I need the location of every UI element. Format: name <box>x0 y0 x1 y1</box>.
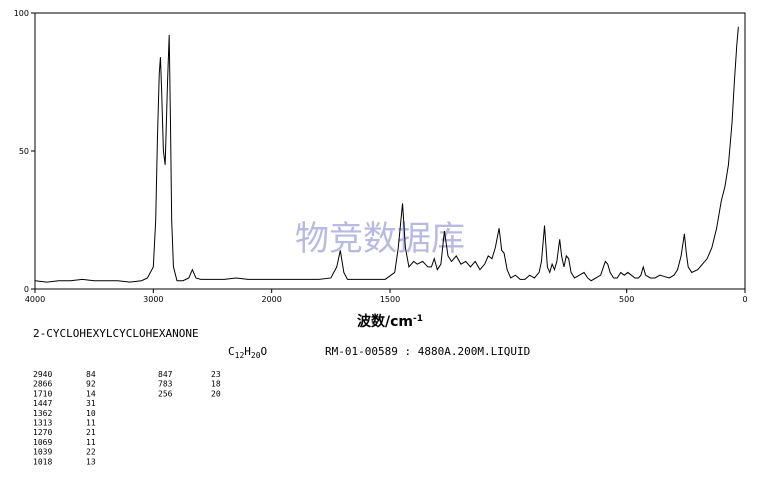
x-axis-label: 波数/cm-1 <box>357 313 423 330</box>
x-axis-label-sup: -1 <box>413 314 423 324</box>
spectrum-line <box>34 26 739 283</box>
peak-wavenumber: 1447 <box>33 399 52 408</box>
reference: RM-01-00589 : 4880A.200M.LIQUID <box>325 345 530 358</box>
peak-wavenumber: 1313 <box>33 419 52 428</box>
peak-intensity: 22 <box>86 448 96 457</box>
x-tick-label: 4000 <box>25 295 45 304</box>
compound-name: 2-CYCLOHEXYLCYCLOHEXANONE <box>33 327 199 340</box>
formula-part: O <box>261 345 268 358</box>
peak-wavenumber: 1039 <box>33 448 52 457</box>
x-tick-label: 3000 <box>143 295 163 304</box>
y-tick-label: 100 <box>14 9 29 18</box>
peak-wavenumber: 1362 <box>33 409 52 418</box>
peak-intensity: 21 <box>86 428 96 437</box>
x-tick-label: 0 <box>742 295 747 304</box>
peak-intensity: 11 <box>86 419 96 428</box>
formula-part: 12 <box>235 351 245 360</box>
peak-wavenumber: 1270 <box>33 428 52 437</box>
x-tick-label: 500 <box>619 295 634 304</box>
formula-part: C <box>228 345 235 358</box>
peak-wavenumber: 1069 <box>33 438 52 447</box>
formula-part: H <box>244 345 251 358</box>
peak-intensity: 18 <box>211 380 221 389</box>
y-tick-label: 50 <box>19 147 29 156</box>
y-tick-label: 0 <box>24 285 29 294</box>
peak-intensity: 23 <box>211 370 221 379</box>
peak-intensity: 13 <box>86 457 96 466</box>
peak-intensity: 14 <box>86 389 96 398</box>
x-tick-label: 1500 <box>380 295 400 304</box>
formula: C12H20O <box>228 345 267 360</box>
peak-wavenumber: 2940 <box>33 370 52 379</box>
peak-intensity: 10 <box>86 409 96 418</box>
peak-intensity: 20 <box>211 389 221 398</box>
peak-wavenumber: 1710 <box>33 389 52 398</box>
peak-wavenumber: 256 <box>158 389 173 398</box>
peak-intensity: 11 <box>86 438 96 447</box>
peak-wavenumber: 1018 <box>33 457 52 466</box>
peak-wavenumber: 2866 <box>33 380 52 389</box>
peak-wavenumber: 847 <box>158 370 173 379</box>
x-axis-label-main: 波数/cm <box>357 313 413 330</box>
x-tick-label: 2000 <box>261 295 281 304</box>
peak-intensity: 92 <box>86 380 96 389</box>
peak-intensity: 31 <box>86 399 96 408</box>
formula-part: 20 <box>251 351 261 360</box>
peak-intensity: 84 <box>86 370 96 379</box>
watermark: 物竞数据库 <box>295 219 465 259</box>
peak-wavenumber: 783 <box>158 380 173 389</box>
